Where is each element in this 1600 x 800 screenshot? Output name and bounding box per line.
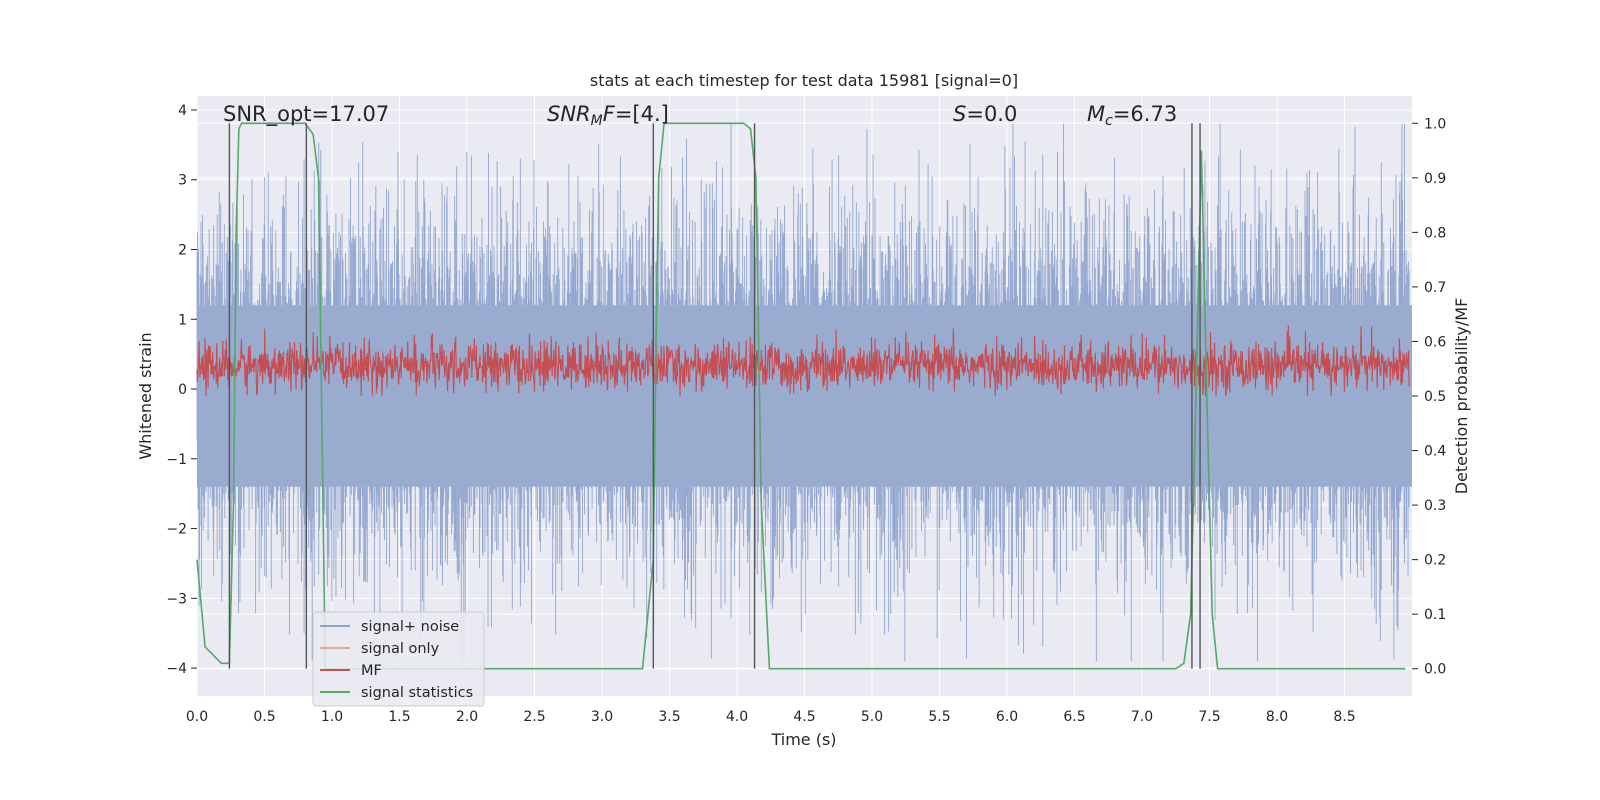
- legend-label-stat: signal statistics: [361, 685, 473, 701]
- y2-axis-ticks: 1.0 0.9 0.8 0.7 0.6 0.5 0.4 0.3 0.2 0.1 0.0: [1412, 116, 1446, 678]
- x-axis-ticks: 0.0 0.5 1.0 1.5 2.0 2.5 3.0 3.5 4.0 4.5 5.0 5.5 6.0 6…: [186, 709, 1356, 725]
- vertical-markers: [228, 123, 1201, 669]
- x-tick-label: 7.5: [1198, 709, 1220, 725]
- x-tick-label: 3.0: [591, 709, 613, 725]
- legend-label-noise: signal+ noise: [361, 619, 459, 635]
- x-tick-label: 1.0: [321, 709, 343, 725]
- y2-tick-label: 0.3: [1424, 498, 1446, 514]
- noise-series: [196, 123, 1412, 662]
- annotations: SNR_opt=17.07 SNRMF=[4.] S=0.0 Mc=6.73: [223, 102, 1177, 129]
- y-tick-label: 2: [178, 242, 187, 258]
- noise-band: [197, 305, 1412, 487]
- annotation-snr-mf: SNRMF=[4.]: [547, 102, 669, 129]
- x-tick-label: 1.5: [388, 709, 410, 725]
- legend-box: [312, 611, 485, 707]
- y2-tick-label: 0.5: [1424, 389, 1446, 405]
- x-tick-label: 7.0: [1131, 709, 1153, 725]
- x-tick-label: 5.0: [861, 709, 883, 725]
- chart-title: stats at each timestep for test data 159…: [590, 71, 1018, 90]
- legend: signal+ noise signal only MF signal stat…: [312, 611, 485, 707]
- legend-label-signal-only: signal only: [361, 641, 440, 657]
- y2-tick-label: 0.9: [1424, 171, 1446, 187]
- y2-tick-label: 1.0: [1424, 116, 1446, 132]
- y-tick-label: 0: [178, 382, 187, 398]
- x-tick-label: 0.5: [253, 709, 275, 725]
- annotation-mc: Mc=6.73: [1087, 102, 1177, 129]
- y-tick-label: 3: [178, 173, 187, 189]
- x-tick-label: 4.0: [726, 709, 748, 725]
- legend-label-mf: MF: [361, 663, 382, 679]
- annotation-s: S=0.0: [953, 102, 1017, 126]
- y2-tick-label: 0.7: [1424, 280, 1446, 296]
- y-tick-label: −4: [166, 661, 187, 677]
- x-tick-label: 5.5: [928, 709, 950, 725]
- x-tick-label: 8.5: [1333, 709, 1355, 725]
- x-tick-label: 6.0: [996, 709, 1018, 725]
- mf-series: [196, 325, 1410, 397]
- y-axis-label: Whitened strain: [136, 332, 155, 459]
- x-tick-label: 2.5: [523, 709, 545, 725]
- x-tick-label: 2.0: [456, 709, 478, 725]
- y-tick-label: −3: [166, 591, 187, 607]
- x-tick-label: 4.5: [793, 709, 815, 725]
- x-axis-label: Time (s): [770, 730, 836, 749]
- y2-tick-label: 0.8: [1424, 225, 1446, 241]
- y-tick-label: 1: [178, 312, 187, 328]
- x-tick-label: 3.5: [658, 709, 680, 725]
- x-tick-label: 8.0: [1266, 709, 1288, 725]
- x-tick-label: 6.5: [1063, 709, 1085, 725]
- annotation-snr-opt: SNR_opt=17.07: [223, 102, 389, 127]
- y-tick-label: −1: [166, 452, 187, 468]
- x-tick-label: 0.0: [186, 709, 208, 725]
- y-tick-label: 4: [178, 103, 187, 119]
- y2-axis-label: Detection probability/MF: [1452, 298, 1471, 495]
- y-axis-ticks: 4 3 2 1 0 −1 −2 −3 −4: [166, 103, 197, 677]
- y2-tick-label: 0.6: [1424, 334, 1446, 350]
- y2-tick-label: 0.4: [1424, 444, 1446, 460]
- y2-tick-label: 0.0: [1424, 662, 1446, 678]
- y2-tick-label: 0.2: [1424, 553, 1446, 569]
- mf-line: [196, 325, 1410, 397]
- y-tick-label: −2: [166, 522, 187, 538]
- y2-tick-label: 0.1: [1424, 607, 1446, 623]
